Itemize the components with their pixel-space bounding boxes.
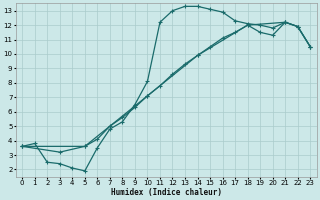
X-axis label: Humidex (Indice chaleur): Humidex (Indice chaleur) [111,188,222,197]
